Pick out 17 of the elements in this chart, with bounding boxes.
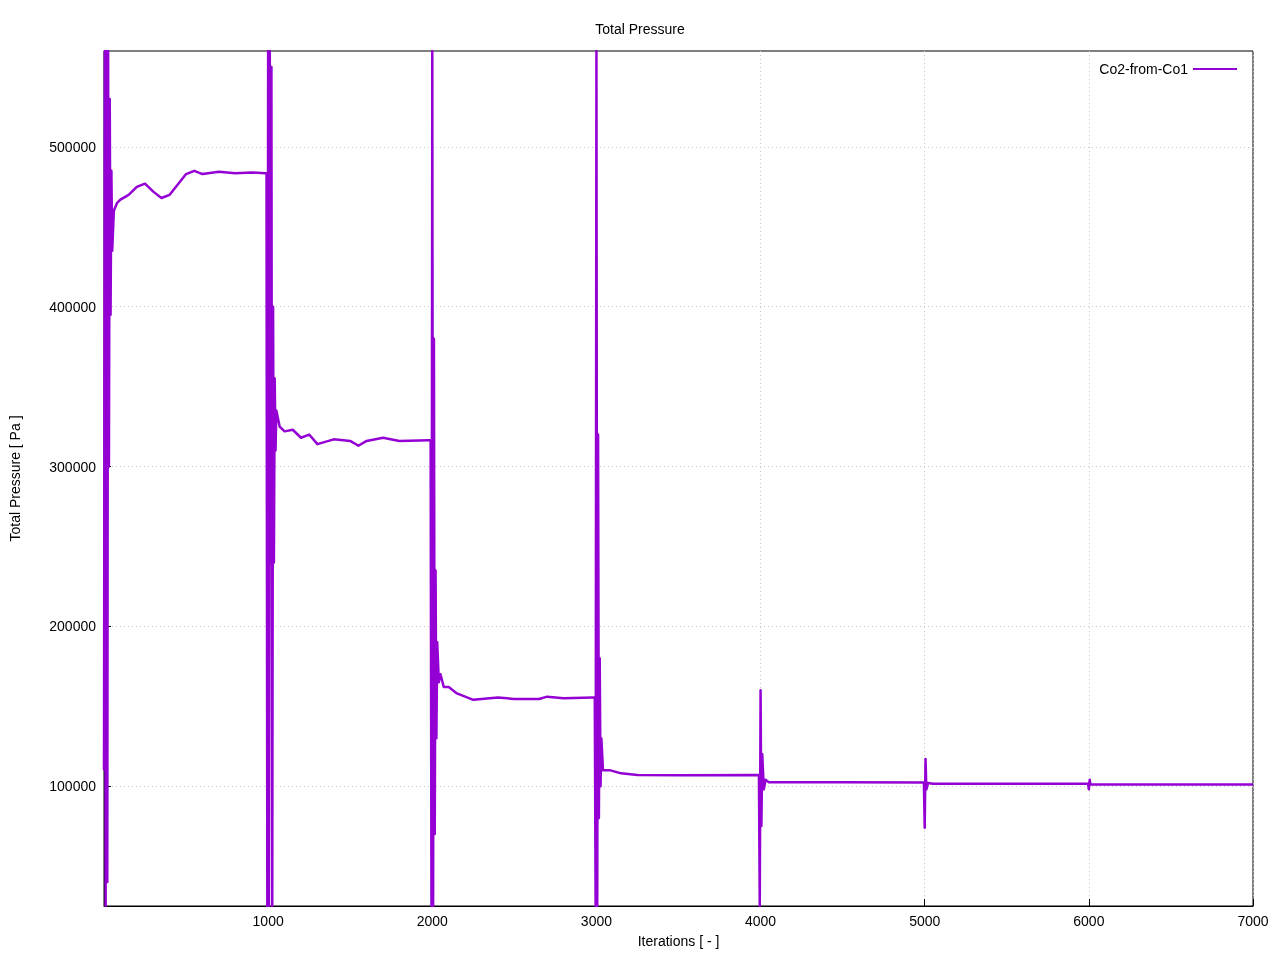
y-axis-title: Total Pressure [ Pa ] [7,415,23,542]
line-series [102,49,1255,908]
x-tick-label: 1000 [252,913,284,929]
y-tick-label: 400000 [49,298,97,315]
y-tick-label: 500000 [49,138,97,155]
x-tick-label: 5000 [909,913,941,929]
x-tick-label: 3000 [580,913,613,929]
x-tick-label: 7000 [1237,913,1269,929]
x-tick-label: 6000 [1073,913,1105,929]
y-tick-label: 300000 [49,458,97,475]
y-tick-label: 100000 [49,778,97,795]
x-tick-label: 2000 [416,913,449,929]
x-axis-title: Iterations [ - ] [637,933,720,949]
legend-label: Co2-from-Co1 [1099,61,1189,77]
y-tick-label: 200000 [49,618,97,635]
chart-title: Total Pressure [595,21,685,37]
x-tick-label: 4000 [744,913,777,929]
